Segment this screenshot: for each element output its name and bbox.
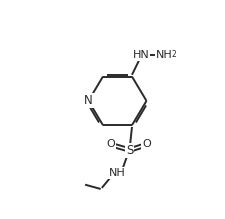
Text: 2: 2 (171, 50, 176, 59)
Text: O: O (106, 139, 115, 149)
Text: N: N (84, 94, 92, 107)
Text: NH: NH (109, 168, 125, 178)
Text: HN: HN (132, 50, 149, 60)
Text: S: S (126, 144, 133, 157)
Text: NH: NH (155, 50, 172, 60)
Text: O: O (142, 139, 150, 149)
